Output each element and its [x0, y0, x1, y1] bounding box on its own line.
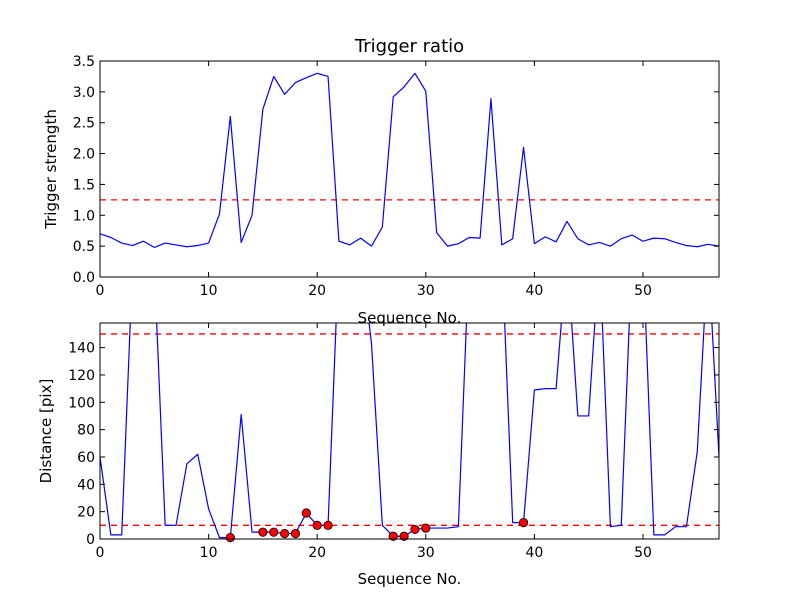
plot-area: 0 10 20 30 40 50 0.0 0.5 1.0 1.5 2.0 2.5 3.0 3.5: [73, 54, 720, 299]
y-tick-label: 20: [77, 505, 95, 521]
x-tick-label: 10: [200, 545, 218, 561]
trigger-point: [312, 520, 322, 530]
y-tick-label: 0: [86, 532, 95, 548]
series-line: [100, 72, 719, 248]
trigger-point: [410, 524, 420, 535]
x-tick-label: 50: [634, 283, 652, 299]
trigger-point: [258, 527, 268, 537]
x-tick-label: 50: [634, 545, 652, 561]
trigger-point: [399, 531, 409, 541]
y-tick-label: 80: [77, 423, 95, 439]
y-tick-label: 1.5: [73, 177, 95, 193]
trigger-point: [269, 527, 279, 537]
trigger-point: [388, 531, 398, 541]
x-tick-label: 40: [525, 545, 543, 561]
trigger-point: [280, 528, 290, 539]
y-tick-label: 2.5: [73, 116, 95, 132]
y-tick-label: 140: [68, 341, 95, 357]
x-tick-label: 30: [417, 545, 435, 561]
chart-title: Trigger ratio: [354, 36, 464, 57]
series-line: [100, 323, 719, 539]
y-tick-label: 60: [77, 450, 95, 466]
trigger-point: [421, 523, 431, 533]
x-axis-label: Sequence No.: [358, 570, 462, 588]
x-tick-label: 20: [308, 283, 326, 299]
y-tick-label: 0.5: [73, 239, 95, 255]
y-tick-label: 3.0: [73, 85, 95, 101]
trigger-point: [225, 533, 235, 543]
trigger-point: [301, 508, 311, 518]
x-tick-label: 30: [417, 283, 435, 299]
trigger-point: [518, 517, 529, 528]
y-tick-label: 0.0: [73, 270, 95, 286]
y-axis-label: Distance [pix]: [37, 379, 55, 484]
x-tick-label: 0: [96, 545, 105, 561]
y-tick-label: 120: [68, 368, 95, 384]
y-tick-label: 100: [68, 395, 95, 411]
trigger-ratio-chart: Trigger ratio 0 10 20 30 40 50 0.0 0.5 1.0 1.5 2.0…: [42, 36, 720, 327]
trigger-point: [323, 520, 333, 530]
y-axis-label: Trigger strength: [42, 109, 60, 230]
x-tick-label: 20: [308, 545, 326, 561]
plot-frame: [99, 60, 720, 278]
x-axis-label: Sequence No.: [358, 309, 462, 327]
y-tick-label: 1.0: [73, 208, 95, 224]
x-tick-label: 0: [96, 283, 105, 299]
distance-chart: 0 10 20 30 40 50 0 20 40 60 80 100 120 140 Sequence N…: [37, 322, 720, 588]
x-tick-label: 40: [525, 283, 543, 299]
y-tick-label: 3.5: [73, 54, 95, 70]
plot-frame: [99, 322, 720, 540]
trigger-point: [290, 528, 301, 539]
y-tick-label: 2.0: [73, 147, 95, 163]
y-tick-label: 40: [77, 477, 95, 493]
plot-area: 0 10 20 30 40 50 0 20 40 60 80 100 120 140: [68, 322, 720, 561]
x-tick-label: 10: [200, 283, 218, 299]
